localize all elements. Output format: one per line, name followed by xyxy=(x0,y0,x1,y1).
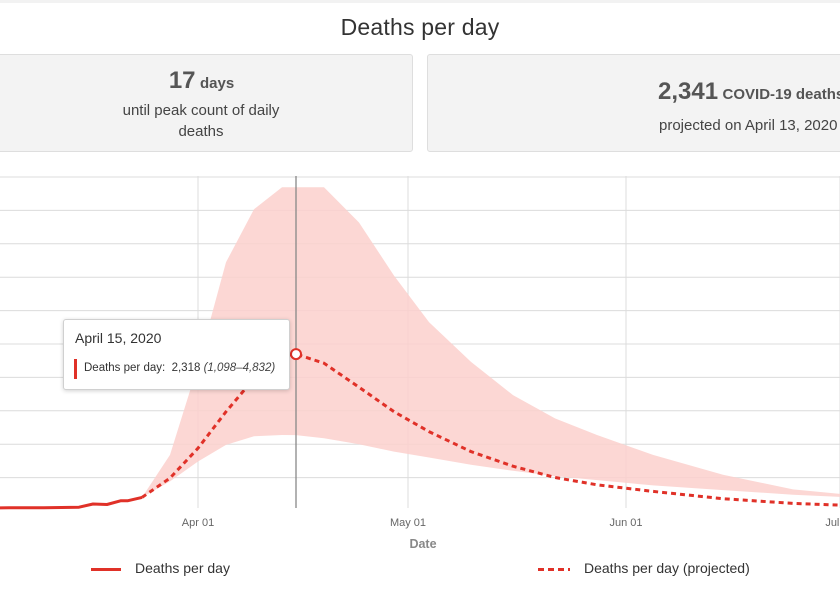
x-tick-label: May 01 xyxy=(390,517,426,529)
legend-solid-swatch xyxy=(91,568,121,571)
uncertainty-band xyxy=(142,187,840,498)
x-tick-label: Jun 01 xyxy=(609,517,642,529)
tooltip-label: Deaths per day: xyxy=(84,362,166,374)
peak-deaths-card: 2,341 COVID-19 deaths projected on April… xyxy=(427,54,840,152)
tooltip-value: 2,318 xyxy=(171,362,201,374)
peak-deaths-head: 2,341 COVID-19 deaths xyxy=(658,78,840,106)
hover-point-marker xyxy=(290,348,302,361)
tooltip-range: (1,098–4,832) xyxy=(203,362,276,374)
peak-deaths-value: 2,341 xyxy=(658,78,719,105)
x-axis-title: Date xyxy=(409,537,436,551)
tooltip-date: April 15, 2020 xyxy=(75,330,162,346)
projected-deaths-line xyxy=(141,352,840,507)
legend-dashed-swatch xyxy=(538,568,570,571)
page-title: Deaths per day xyxy=(340,14,500,40)
x-tick-label: Apr 01 xyxy=(182,517,214,529)
actual-deaths-line xyxy=(0,495,143,510)
peak-countdown-value: 17 xyxy=(168,67,196,94)
tooltip-series-marker xyxy=(74,359,77,379)
peak-countdown-unit: days xyxy=(199,75,235,92)
legend-projected[interactable]: Deaths per day (projected) xyxy=(584,560,750,576)
peak-countdown-text: until peak count of daily deaths xyxy=(122,102,280,140)
peak-countdown-card: 17 days until peak count of daily deaths xyxy=(0,54,413,152)
tooltip-row: Deaths per day: 2,318 (1,098–4,832) xyxy=(84,362,275,374)
top-rule xyxy=(0,0,840,3)
legend-actual[interactable]: Deaths per day xyxy=(135,560,230,576)
chart-tooltip: April 15, 2020 Deaths per day: 2,318 (1,… xyxy=(63,319,290,390)
x-tick-label: Jul 01 xyxy=(825,517,840,529)
peak-countdown-head: 17 days xyxy=(0,67,412,95)
peak-deaths-text: projected on April 13, 2020 xyxy=(659,117,838,134)
peak-deaths-unit: COVID-19 deaths xyxy=(722,86,840,103)
